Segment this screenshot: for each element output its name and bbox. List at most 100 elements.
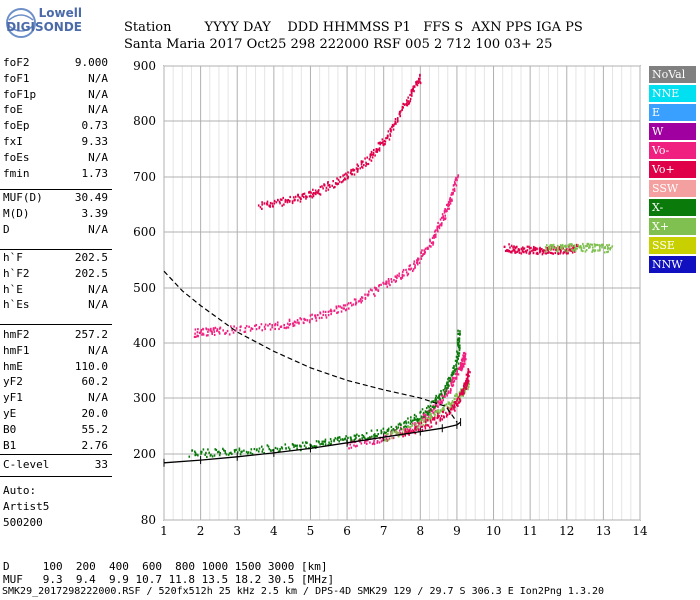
data-point <box>285 326 287 330</box>
data-point <box>584 250 587 253</box>
data-point <box>361 296 364 299</box>
data-point <box>566 247 568 251</box>
profile-trace-dashed <box>163 270 458 423</box>
data-point <box>421 428 424 432</box>
data-point <box>538 247 541 251</box>
data-point <box>407 421 410 424</box>
param-row: h`F2 202.5 <box>0 267 114 283</box>
data-point <box>437 416 440 419</box>
data-point <box>528 252 530 255</box>
data-point <box>206 455 208 459</box>
data-point <box>453 371 455 374</box>
data-point <box>372 151 375 155</box>
data-point <box>601 244 604 247</box>
data-point <box>422 413 425 416</box>
data-point <box>448 406 450 410</box>
data-point <box>297 195 299 198</box>
data-point <box>417 80 419 83</box>
data-point <box>405 271 408 274</box>
data-point <box>572 246 574 250</box>
data-point <box>405 431 407 434</box>
lowell-digisonde-logo: Lowell DIGISONDE <box>4 6 92 40</box>
data-point <box>387 130 390 133</box>
data-point <box>445 382 448 385</box>
data-point <box>457 342 459 345</box>
data-point <box>276 447 279 450</box>
data-point <box>460 391 463 394</box>
data-point <box>426 410 428 414</box>
data-point <box>389 284 391 287</box>
data-point <box>464 390 466 393</box>
data-point <box>287 326 290 329</box>
data-point <box>283 203 285 206</box>
data-point <box>595 243 597 247</box>
data-point <box>560 245 563 248</box>
data-point <box>342 304 345 307</box>
divider <box>0 454 112 455</box>
data-point <box>442 399 444 402</box>
data-point <box>549 247 552 250</box>
data-point <box>543 249 545 252</box>
data-point <box>592 249 594 252</box>
data-point <box>356 444 358 447</box>
data-point <box>218 332 221 335</box>
data-point <box>241 450 243 453</box>
data-point <box>448 412 451 416</box>
data-point <box>305 446 307 449</box>
data-point <box>542 251 544 254</box>
data-point <box>278 200 281 203</box>
data-point <box>405 422 408 425</box>
data-point <box>354 445 357 448</box>
data-point <box>464 352 467 356</box>
data-point <box>517 249 520 252</box>
data-point <box>224 451 227 455</box>
data-point <box>465 373 468 376</box>
data-point <box>449 389 452 393</box>
data-point <box>503 245 506 248</box>
data-point <box>195 335 197 339</box>
footer-info-row: SMK29_2017298222000.RSF / 520fx512h 25 k… <box>2 586 605 597</box>
data-point <box>434 234 436 237</box>
data-point <box>463 392 465 395</box>
data-point <box>445 411 447 414</box>
chart-series <box>163 73 614 467</box>
data-point <box>408 429 411 432</box>
data-point <box>279 448 281 451</box>
data-point <box>314 192 317 196</box>
data-point <box>413 262 415 265</box>
data-point <box>350 439 353 442</box>
data-point <box>452 188 454 191</box>
param-row: D N/A <box>0 223 114 239</box>
data-point <box>422 420 425 423</box>
param-label: yF2 <box>3 375 23 389</box>
data-point <box>467 388 469 391</box>
data-point <box>455 176 457 180</box>
data-point <box>292 196 295 199</box>
data-point <box>515 251 517 254</box>
data-point <box>284 443 287 446</box>
data-point <box>432 241 434 244</box>
data-point <box>207 448 209 451</box>
data-point <box>376 441 379 444</box>
param-row: hmF2 257.2 <box>0 328 114 344</box>
data-point <box>311 313 313 316</box>
data-point <box>574 249 577 253</box>
data-point <box>358 434 360 438</box>
data-point <box>337 311 339 314</box>
data-point <box>547 249 550 252</box>
data-point <box>449 404 452 407</box>
data-point <box>440 389 442 393</box>
data-point <box>274 446 277 450</box>
data-point <box>442 406 445 410</box>
param-label: fxI <box>3 134 23 148</box>
param-value: 0.73 <box>81 119 109 133</box>
data-point <box>443 404 446 407</box>
data-point <box>364 157 366 160</box>
data-point <box>378 441 381 444</box>
data-point <box>373 286 376 289</box>
data-point <box>432 417 434 420</box>
param-value: 60.2 <box>81 375 109 389</box>
data-point <box>266 200 269 203</box>
data-point <box>463 383 466 386</box>
param-row: yE 20.0 <box>0 407 114 423</box>
